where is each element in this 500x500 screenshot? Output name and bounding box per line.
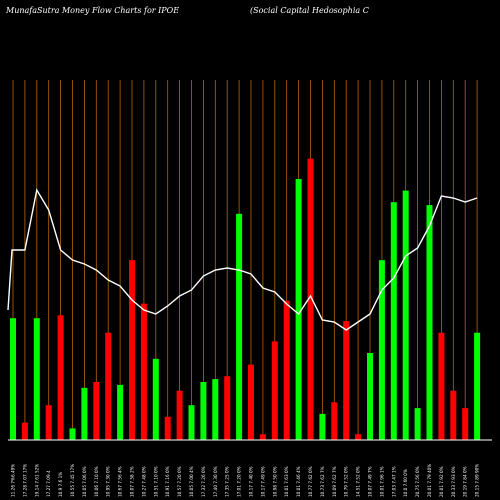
money-flow-bar (307, 158, 314, 440)
x-tick-label: 20.75 7.56 0% (415, 466, 420, 497)
x-tick-label: 10.0 7.60 0% (403, 469, 408, 497)
money-flow-bar (271, 341, 278, 440)
money-flow-bar (426, 205, 433, 440)
money-flow-bar (152, 358, 159, 440)
money-flow-bar (176, 390, 183, 440)
x-tick-label: 10.91 7.16 0% (165, 466, 170, 497)
x-tick-label: 10.55 7.45 17% (70, 464, 75, 497)
money-flow-bar (259, 434, 266, 440)
money-flow-bar (319, 413, 326, 440)
money-flow-bar (188, 405, 195, 440)
money-flow-bar (45, 405, 52, 440)
x-tick-label: 10.57 7.20 0% (177, 466, 182, 497)
x-tick-label: 10.06 7.10 0% (94, 466, 99, 497)
chart-subtitle: (Social Capital Hedosophia C (250, 6, 369, 15)
x-tick-label: 17.40 7.30 0% (213, 466, 218, 497)
x-tick-label: 14.51 7.52 0% (356, 466, 361, 497)
money-flow-bar (69, 428, 76, 440)
x-tick-label: 17.32 7.26 0% (201, 466, 206, 497)
x-tick-label: 10.51 7.10 0% (153, 466, 158, 497)
line-layer (7, 188, 478, 331)
chart-title: MunafaSutra Money Flow Charts for IPOE (5, 6, 179, 15)
money-flow-bar (105, 332, 112, 440)
money-flow-bar (462, 408, 469, 440)
x-tick-label: 10.67 7.56 4% (118, 466, 123, 497)
money-flow-bar (355, 434, 362, 440)
x-tick-label: 19.14 7.61 52% (34, 464, 39, 497)
money-flow-bar (10, 318, 16, 440)
money-flow-bar (295, 179, 302, 440)
x-tick-label: 10.98 7.50 0% (272, 466, 277, 497)
x-tick-label: 10.01 7.46 4% (296, 466, 301, 497)
money-flow-bar (33, 318, 40, 440)
x-tick-label: 17.28 7.07 17% (22, 464, 27, 497)
money-flow-bar (343, 321, 350, 440)
money-flow-bar (57, 315, 64, 440)
x-tick-label: 20.15 7.89 90% (475, 464, 480, 497)
x-tick-label: 11.26 7%6.49% (11, 464, 16, 497)
x-tick-label: 10.17 7.40 0% (249, 466, 254, 497)
money-flow-bar (283, 300, 290, 440)
money-flow-bar (248, 364, 254, 440)
money-flow-bar (390, 202, 397, 440)
money-flow-bar (81, 387, 88, 440)
x-tick-label: 20.19 7.84 0% (463, 466, 468, 497)
bar-layer (10, 158, 481, 440)
money-flow-bar (117, 384, 124, 440)
money-flow-bar (367, 353, 373, 440)
x-tick-label: 20.33 7.93 0% (451, 466, 456, 497)
x-tick-label: 10.27 7.48 0% (141, 466, 146, 497)
x-tick-label: 20.01 7.92 0% (439, 466, 444, 497)
money-flow-bar (21, 422, 28, 440)
money-flow-bar (402, 190, 409, 440)
money-flow-bar (236, 213, 243, 440)
money-flow-bar (414, 408, 421, 440)
x-tick-label: 17.27 7.09.4 (46, 470, 51, 497)
x-tick-label: 17.03 7.47 1% (391, 466, 396, 497)
money-flow-bar (331, 402, 338, 440)
x-tick-label: 10.95 7.30 0% (106, 466, 111, 497)
x-tick-label: 10.73 7.62 7% (320, 466, 325, 497)
x-tick-label: 10.79 7.52 0% (344, 466, 349, 497)
x-tick-label: 10.05 7.00 4% (189, 466, 194, 497)
x-tick-label: 10.07 7.58 2% (130, 466, 135, 497)
money-flow-bar (93, 382, 100, 440)
money-flow-bar (164, 416, 171, 440)
x-tick-label: 17.35 7.25 0% (225, 466, 230, 497)
x-tick-label: 10.77 7.62 0% (308, 466, 313, 497)
money-flow-bar (474, 332, 481, 440)
x-tick-label: 10.09 7.62 7% (332, 466, 337, 497)
x-tick-label: 17.01 7.20 0% (237, 466, 242, 497)
money-flow-bar (140, 303, 147, 440)
x-tick-label: 20.01 7.79 40% (427, 464, 432, 497)
tick-layer: 11.26 7%6.49% 17.28 7.07 17% 19.14 7.61 52… (11, 464, 480, 497)
x-tick-label: 10.17 7.49 0% (260, 466, 265, 497)
money-flow-bar (438, 332, 445, 440)
price-line (7, 188, 478, 331)
x-tick-label: 10.05 7.06 0% (82, 466, 87, 497)
money-flow-bar (224, 376, 231, 440)
money-flow-bar (212, 379, 219, 440)
money-flow-bar (450, 390, 457, 440)
x-tick-label: 10.01 7.63 0% (284, 466, 289, 497)
money-flow-bar (129, 260, 135, 440)
x-tick-label: 10.9 7.6 1% (58, 472, 63, 497)
x-tick-label: 10.07 7.49 7% (368, 466, 373, 497)
money-flow-bar (200, 382, 207, 440)
x-tick-label: 10.01 7.96 1% (379, 466, 384, 497)
money-flow-bar (378, 260, 385, 440)
